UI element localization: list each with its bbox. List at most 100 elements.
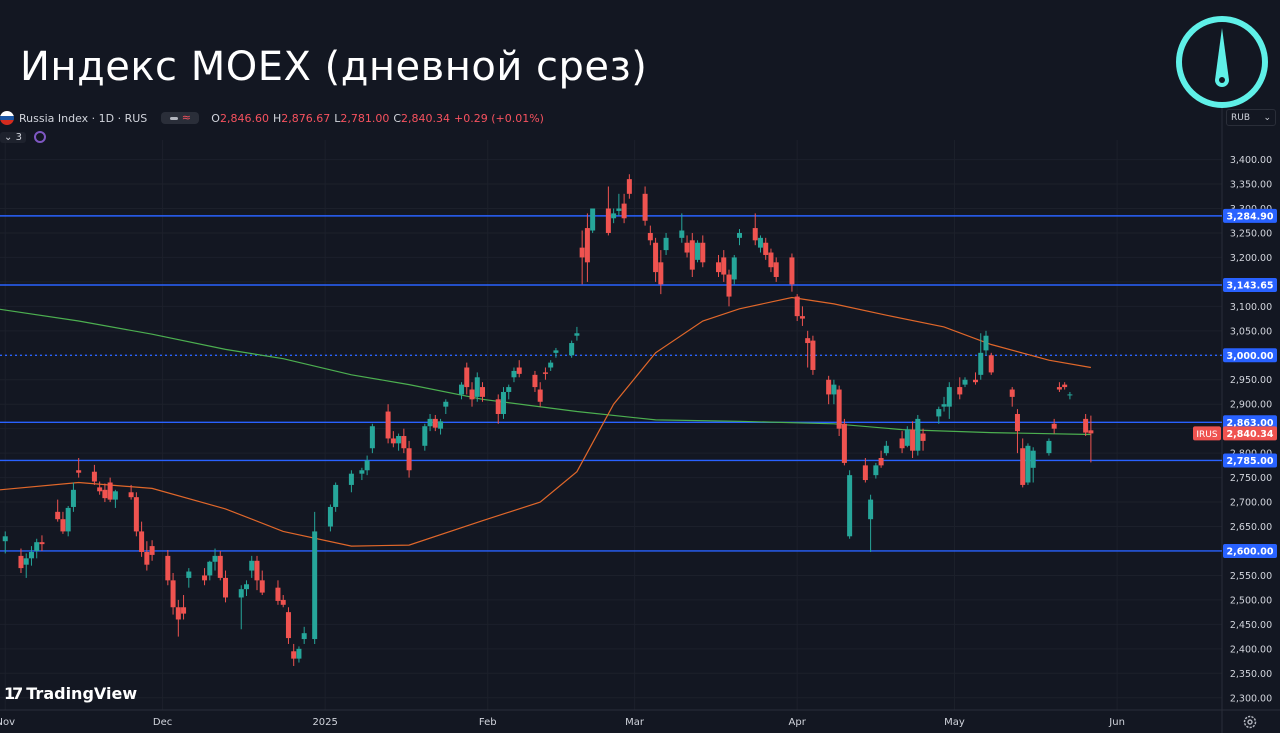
candle-body (647, 232, 653, 241)
candle-body (133, 497, 139, 532)
candle-body (165, 555, 171, 581)
candle-body (663, 237, 669, 251)
candle-body (1083, 418, 1089, 433)
price-tick-label: 3,050.00 (1230, 326, 1272, 337)
candle-body (826, 379, 832, 395)
candle-body (1051, 423, 1057, 429)
russia-flag-icon (0, 111, 14, 125)
price-tick-label: 3,400.00 (1230, 155, 1272, 166)
open-key: O (211, 111, 220, 125)
currency-selector[interactable]: RUB ⌄ (1226, 109, 1276, 126)
candle-body (946, 387, 952, 407)
candle-body (432, 418, 438, 428)
gear-icon[interactable] (1242, 714, 1258, 730)
candle-body (212, 555, 218, 562)
candle-body (238, 589, 244, 598)
time-tick-label: Jun (1108, 717, 1125, 728)
candle-body (605, 208, 611, 233)
candle-body (799, 316, 805, 319)
candle-body (1088, 430, 1094, 434)
level-price-label: 3,143.65 (1227, 280, 1274, 291)
level-price-label: 2,600.00 (1227, 546, 1274, 557)
candle-body (70, 489, 76, 507)
candle-body (396, 436, 402, 444)
candle-body (359, 470, 365, 474)
candle-body (626, 179, 632, 194)
candle-body (983, 335, 989, 351)
candle-body (2, 536, 8, 542)
candle-body (537, 389, 543, 402)
candle-body (1056, 387, 1062, 390)
symbol-legend[interactable]: Russia Index · 1D · RUS ≈ O 2,846.60 H 2… (0, 110, 548, 126)
time-tick-label: 2025 (312, 717, 337, 728)
high-value: 2,876.67 (281, 111, 331, 125)
candle-body (243, 584, 249, 590)
candle-body (34, 542, 40, 551)
time-tick-label: Apr (789, 717, 807, 728)
level-price-label: 3,000.00 (1227, 351, 1274, 362)
candle-body (553, 350, 559, 353)
candle-body (474, 377, 480, 397)
level-price-badge (1223, 453, 1277, 468)
tradingview-logo[interactable]: 17 TradingView (4, 684, 137, 703)
symbol-tag-label: IRUS (1196, 430, 1217, 440)
candle-body (836, 389, 842, 429)
time-tick-label: May (944, 717, 965, 728)
candle-body (149, 546, 155, 555)
candle-body (202, 575, 208, 581)
candle-body (763, 242, 769, 255)
cycle-icon[interactable] (33, 131, 46, 143)
candle-body (579, 247, 585, 258)
candle-body (805, 338, 811, 344)
tradingview-mark-icon: 17 (4, 684, 23, 703)
series-visibility-toggle[interactable]: ≈ (161, 112, 200, 124)
indicators-row[interactable]: ⌄ 3 (0, 130, 46, 144)
candle-body (296, 648, 302, 659)
candle-body (957, 387, 963, 395)
candle-body (385, 411, 391, 439)
candle-body (28, 551, 34, 559)
candle-body (390, 438, 396, 444)
time-axis[interactable]: Nov Dec 2025 Feb Mar Apr May Jun (0, 717, 1125, 728)
candle-body (1020, 448, 1026, 485)
candle-body (464, 367, 470, 388)
price-tick-label: 2,450.00 (1230, 620, 1272, 631)
candle-body (275, 587, 281, 601)
candle-body (285, 612, 291, 639)
horizontal-levels (0, 215, 1222, 552)
candle-body (883, 445, 889, 454)
level-price-badge (1223, 543, 1277, 558)
candle-body (60, 519, 66, 532)
candle-body (97, 487, 103, 492)
candle-body (207, 561, 213, 576)
candle-body (427, 418, 433, 427)
candle-body (23, 558, 29, 565)
price-axis[interactable]: 2,300.00 2,350.00 2,400.00 2,450.00 2,500.00… (1193, 155, 1277, 704)
candle-body (695, 242, 701, 260)
indicators-collapse-button[interactable]: ⌄ 3 (0, 131, 26, 143)
candle-body (847, 475, 853, 537)
candle-body (910, 429, 916, 451)
price-tick-label: 3,350.00 (1230, 180, 1272, 191)
candle-body (175, 607, 181, 620)
symbol-name[interactable]: Russia Index · 1D · RUS (19, 111, 148, 125)
candle-body (590, 208, 596, 231)
candle-body (658, 262, 664, 285)
level-price-badge (1223, 277, 1277, 292)
candle-body (369, 426, 375, 449)
candle-body (217, 555, 223, 578)
chevron-down-icon: ⌄ (1263, 112, 1271, 123)
candle-body (752, 228, 758, 241)
candle-body (841, 423, 847, 463)
candle-body (768, 252, 774, 268)
candle-body (301, 633, 307, 640)
time-tick-label: Dec (153, 717, 172, 728)
indicators-count: 3 (15, 131, 22, 143)
price-tick-label: 2,500.00 (1230, 595, 1272, 606)
candle-body (406, 448, 412, 471)
candle-body (1009, 389, 1015, 397)
candle-body (757, 237, 763, 248)
candle-body (653, 242, 659, 273)
candle-body (333, 484, 339, 507)
